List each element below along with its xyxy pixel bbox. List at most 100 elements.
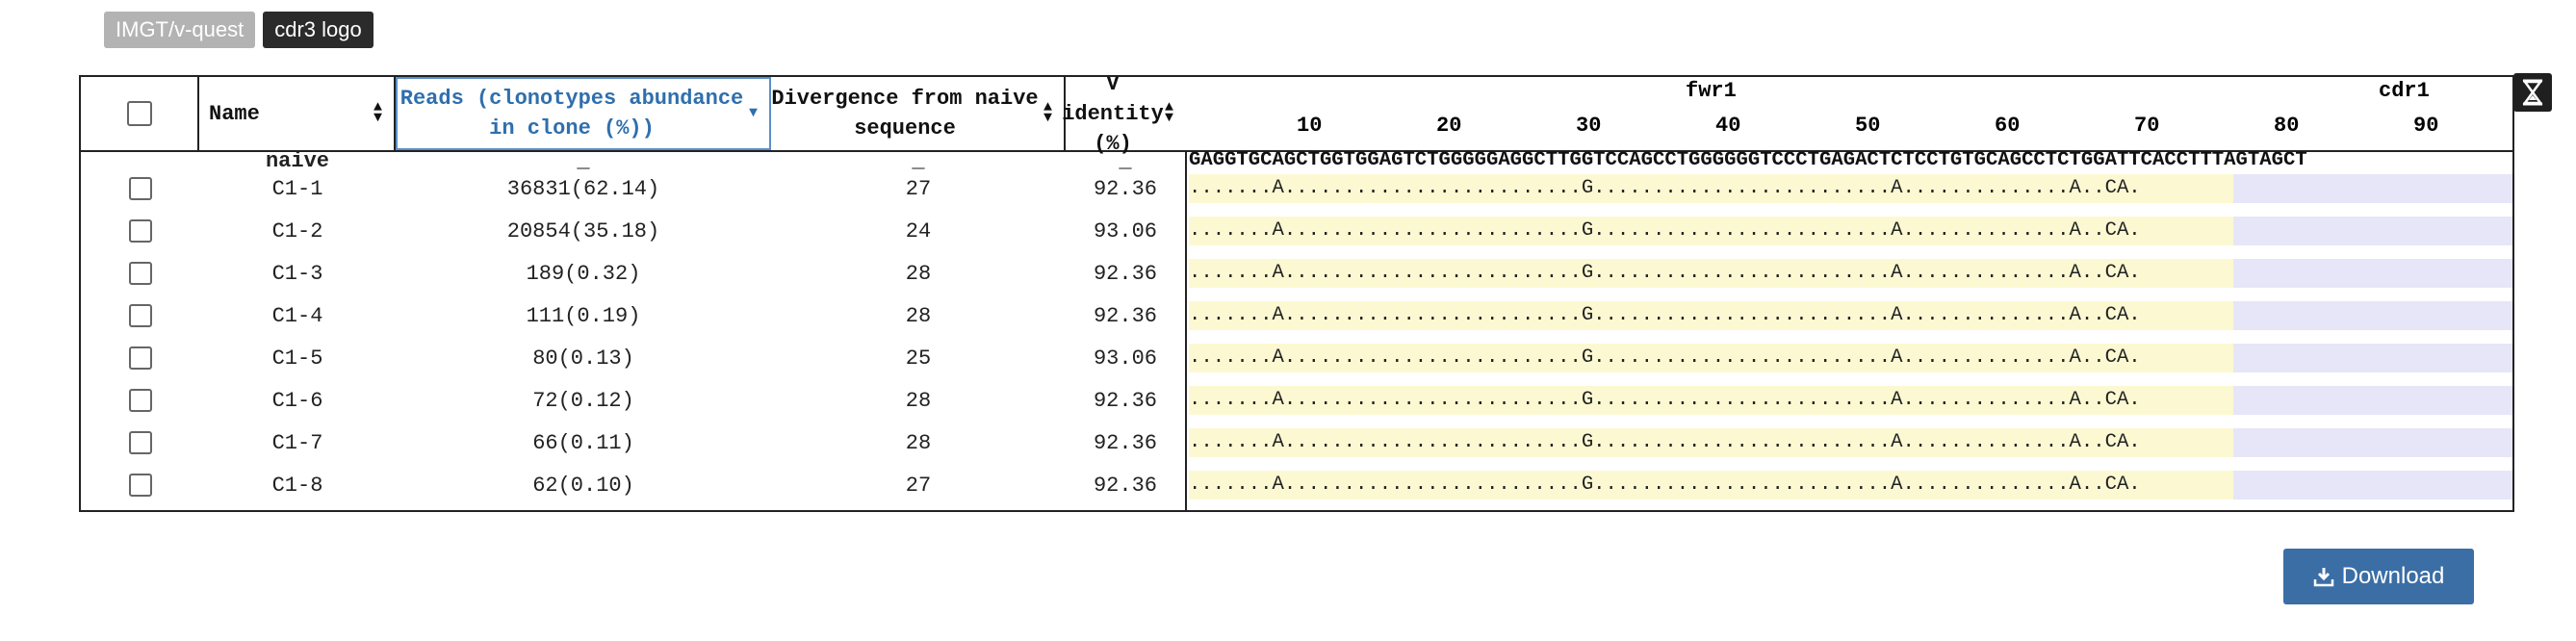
- cdr3-logo-button[interactable]: cdr3 logo: [263, 12, 374, 48]
- row-checkbox[interactable]: [128, 389, 152, 412]
- cdr1-region: [2233, 344, 2512, 372]
- naive-reads: _: [577, 148, 590, 173]
- clone-identity: 92.36: [1093, 473, 1157, 498]
- fwr1-region: [1189, 471, 2233, 500]
- cdr1-region: [2233, 259, 2512, 288]
- reads-column-label: Reads (clonotypes abundance in clone (%)…: [399, 87, 744, 141]
- table-row[interactable]: C1-4 111(0.19) 28 92.36 .......A........…: [81, 295, 2512, 337]
- clone-reads: 62(0.10): [532, 473, 634, 498]
- table-row[interactable]: C1-3 189(0.32) 28 92.36 .......A........…: [81, 252, 2512, 295]
- cdr1-region: [2233, 428, 2512, 457]
- fwr1-region: [1189, 217, 2233, 245]
- row-checkbox[interactable]: [128, 474, 152, 497]
- table-row[interactable]: C1-5 80(0.13) 25 93.06 .......A.........…: [81, 337, 2512, 379]
- clone-identity: 93.06: [1093, 346, 1157, 371]
- table-row[interactable]: C1-2 20854(35.18) 24 93.06 .......A.....…: [81, 210, 2512, 252]
- clone-sequence: .......A.........................G......…: [1189, 346, 2141, 369]
- fwr1-region: [1189, 428, 2233, 457]
- sequence-column-divider: [1185, 150, 1187, 510]
- ruler-tick: 70: [2134, 114, 2160, 138]
- naive-divergence: _: [912, 148, 925, 173]
- fwr1-region: [1189, 386, 2233, 415]
- clone-reads: 80(0.13): [532, 346, 634, 371]
- region-label-cdr1: cdr1: [2379, 79, 2430, 103]
- clone-identity: 92.36: [1093, 430, 1157, 455]
- ruler-tick: 50: [1855, 114, 1881, 138]
- clone-divergence: 25: [905, 346, 932, 371]
- cdr1-region: [2233, 471, 2512, 500]
- clone-reads: 111(0.19): [526, 303, 641, 328]
- clonotype-table: Name ▲ ▼ Reads (clonotypes abundance in c…: [79, 75, 2514, 512]
- row-select-cell: [81, 167, 199, 210]
- divergence-column-header[interactable]: Divergence from naive sequence ▲ ▼: [771, 77, 1066, 150]
- download-label: Download: [2341, 563, 2445, 589]
- clone-sequence: .......A.........................G......…: [1189, 389, 2141, 411]
- sequence-ruler: fwr1 cdr1 10 20 30 40 50 60 70 80 90: [1185, 77, 2512, 150]
- clone-name: C1-8: [271, 473, 323, 498]
- table-row[interactable]: C1-1 36831(62.14) 27 92.36 .......A.....…: [81, 167, 2512, 210]
- sort-desc-icon: ▼: [748, 105, 758, 121]
- divergence-column-label: Divergence from naive sequence: [771, 87, 1039, 141]
- clone-sequence: .......A.........................G......…: [1189, 262, 2141, 284]
- row-select-cell: [81, 464, 199, 506]
- clone-reads: 189(0.32): [526, 261, 641, 286]
- ruler-tick: 90: [2413, 114, 2439, 138]
- clone-sequence: .......A.........................G......…: [1189, 177, 2141, 199]
- imgt-vquest-button[interactable]: IMGT/v-quest: [104, 12, 256, 48]
- hourglass-icon[interactable]: [2513, 73, 2552, 112]
- row-select-cell: [81, 252, 199, 295]
- ruler-tick: 20: [1436, 114, 1462, 138]
- naive-row: naive _ _ _ GAGGTGCAGCTGGTGGAGTCTGGGGGAG…: [81, 146, 2512, 175]
- clone-name: C1-1: [271, 176, 323, 201]
- name-column-header[interactable]: Name ▲ ▼: [199, 77, 396, 150]
- ruler-tick: 40: [1715, 114, 1741, 138]
- clone-identity: 92.36: [1093, 261, 1157, 286]
- clone-divergence: 28: [905, 303, 932, 328]
- clone-identity: 93.06: [1093, 218, 1157, 244]
- name-column-label: Name: [209, 101, 260, 126]
- ruler-tick: 60: [1995, 114, 2021, 138]
- identity-column-label: V identity (%): [1062, 75, 1164, 156]
- identity-column-header[interactable]: V identity (%) ▲ ▼: [1062, 77, 1185, 156]
- row-checkbox[interactable]: [128, 346, 152, 370]
- row-checkbox[interactable]: [128, 177, 152, 200]
- row-select-cell: [81, 422, 199, 464]
- cdr1-region: [2233, 174, 2512, 203]
- fwr1-region: [1189, 174, 2233, 203]
- row-select-cell: [81, 210, 199, 252]
- clone-name: C1-4: [271, 303, 323, 328]
- cdr1-region: [2233, 217, 2512, 245]
- select-all-checkbox[interactable]: [126, 101, 152, 126]
- sort-icon: ▲ ▼: [373, 99, 382, 126]
- table-row[interactable]: C1-7 66(0.11) 28 92.36 .......A.........…: [81, 422, 2512, 464]
- row-select-cell: [81, 295, 199, 337]
- clone-name: C1-7: [271, 430, 323, 455]
- download-icon: [2313, 568, 2333, 587]
- clone-sequence: .......A.........................G......…: [1189, 431, 2141, 453]
- clone-name: C1-6: [271, 388, 323, 413]
- ruler-tick: 30: [1576, 114, 1602, 138]
- reads-column-header[interactable]: Reads (clonotypes abundance in clone (%)…: [396, 77, 771, 150]
- table-row[interactable]: C1-6 72(0.12) 28 92.36 .......A.........…: [81, 379, 2512, 422]
- clone-reads: 72(0.12): [532, 388, 634, 413]
- row-select-cell: [81, 337, 199, 379]
- clone-identity: 92.36: [1093, 388, 1157, 413]
- select-all-cell: [81, 77, 199, 150]
- cdr1-region: [2233, 301, 2512, 330]
- download-button[interactable]: Download: [2283, 549, 2474, 604]
- naive-name: naive: [265, 148, 329, 173]
- region-label-fwr1: fwr1: [1686, 79, 1737, 103]
- naive-identity: _: [1119, 148, 1132, 173]
- fwr1-region: [1189, 301, 2233, 330]
- row-checkbox[interactable]: [128, 219, 152, 243]
- clone-sequence: .......A.........................G......…: [1189, 474, 2141, 496]
- cdr1-region: [2233, 386, 2512, 415]
- row-checkbox[interactable]: [128, 431, 152, 454]
- row-select-cell: [81, 379, 199, 422]
- clone-divergence: 28: [905, 261, 932, 286]
- clone-reads: 66(0.11): [532, 430, 634, 455]
- clone-sequence: .......A.........................G......…: [1189, 304, 2141, 326]
- table-row[interactable]: C1-8 62(0.10) 27 92.36 .......A.........…: [81, 464, 2512, 506]
- row-checkbox[interactable]: [128, 262, 152, 285]
- row-checkbox[interactable]: [128, 304, 152, 327]
